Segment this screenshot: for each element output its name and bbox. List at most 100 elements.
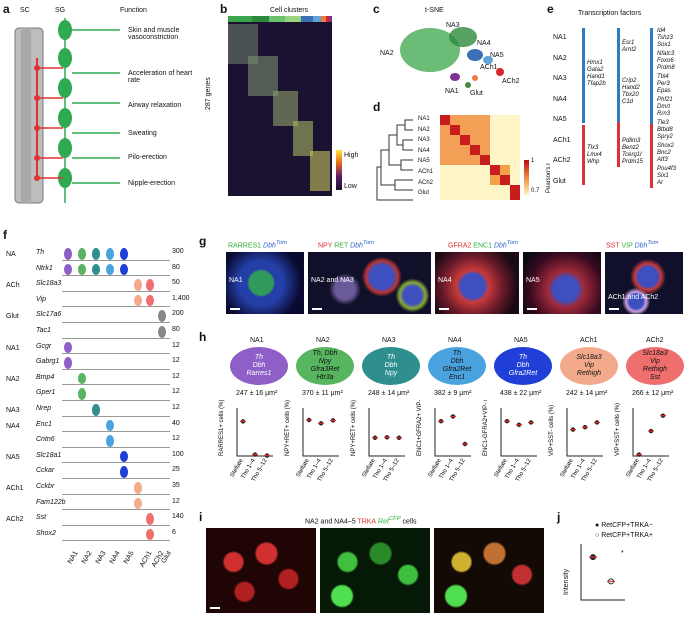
f-gene-label: Ntrk1 <box>36 264 53 272</box>
i-caption-c: Ret <box>376 518 389 526</box>
f-group-label: NA4 <box>6 422 20 430</box>
f-max-value: 1,400 <box>172 294 190 302</box>
tf-row-label: Glut <box>553 177 566 185</box>
f-row-baseline <box>62 275 170 277</box>
tf-row-label: NA2 <box>553 54 567 62</box>
g-h4-a: SST <box>606 242 620 250</box>
f-max-value: 12 <box>172 435 180 443</box>
g-header-3: GFRA2 ENC1 DbhTom <box>448 240 518 249</box>
scale-bar <box>609 308 619 310</box>
f-violin <box>146 294 154 307</box>
i-caption-b: TRKA <box>357 518 377 526</box>
j-star: * <box>621 550 624 557</box>
h-ylabel: ENC1-GFRA2+VIP- cells (%) <box>483 400 489 456</box>
panel-f-letter: f <box>3 228 7 242</box>
tf-bar-blue <box>582 28 585 123</box>
pearson-row-label: ACh1 <box>418 169 434 175</box>
f-gene-label: Nrep <box>36 405 52 412</box>
f-gene-label: Th <box>36 249 45 256</box>
f-gene-label: Gabrg1 <box>36 358 60 366</box>
f-gene-label: Sst <box>36 514 47 522</box>
h-cell-name: ACh1 <box>580 337 598 344</box>
tf-col2a: Esr1 Arnt2 <box>622 40 637 53</box>
tsne-label-na5: NA5 <box>490 52 504 59</box>
panel-d-letter: d <box>373 100 381 114</box>
pearson-heatmap <box>440 115 520 200</box>
scale-bar <box>439 308 449 310</box>
h-cell-genes: Th Dbh Rarres1 <box>246 354 272 377</box>
f-max-value: 12 <box>172 404 180 411</box>
h-cell-name: NA5 <box>514 337 528 344</box>
tsne-label-na4: NA4 <box>477 40 491 47</box>
pearson-row-label: NA4 <box>418 147 430 154</box>
g-h2-a: NPY <box>318 242 333 250</box>
f-row-baseline <box>62 259 170 261</box>
pearson-row-label: NA5 <box>418 158 430 165</box>
f-x-label: NA4 <box>108 550 122 566</box>
j-legend-1: ● RetCFP+TRKA− <box>595 522 653 529</box>
panel-i-letter: i <box>199 510 203 524</box>
f-violin <box>92 263 100 276</box>
f-violin <box>120 466 128 478</box>
f-group-label: NA3 <box>6 407 20 414</box>
g-image-na2-label: NA2 and NA3 <box>311 276 354 284</box>
dendrogram <box>376 119 413 201</box>
f-row-baseline <box>62 446 170 448</box>
g-header-2: NPY RET DbhTom <box>318 240 374 249</box>
panel-a-letter: a <box>3 2 10 16</box>
f-row-baseline <box>62 524 170 526</box>
g-h3-b: ENC1 <box>473 242 492 250</box>
h-cell-area: 247 ± 16 μm² <box>236 390 278 397</box>
h-cell-name: NA3 <box>382 337 396 344</box>
h-cell-area: 248 ± 14 μm² <box>368 390 410 397</box>
j-legend-2: ○ RetCFP+TRKA+ <box>595 532 653 539</box>
h-ylabel: VIP+SST+ cells (%) <box>615 403 621 456</box>
f-row-baseline <box>62 431 170 433</box>
h-cell-name: NA1 <box>250 337 264 344</box>
f-gene-label: Slc18a3 <box>36 280 62 288</box>
tf-col3-group: Tbl4 Per3 Epas <box>657 74 671 94</box>
function-6: Nipple-erection <box>128 180 176 187</box>
h-cell-genes: Slc18a3 Vip Rethigh <box>576 354 602 377</box>
h-cell-genes: Th Dbh Gfra2Ret <box>508 354 538 377</box>
panel-g-letter: g <box>199 234 207 248</box>
h-ylabel: RARRES1+ cells (%) <box>219 400 225 456</box>
f-group-label: ACh2 <box>6 516 24 524</box>
f-violin <box>158 326 166 338</box>
f-row-baseline <box>62 306 170 308</box>
function-3: Airway relaxation <box>128 102 182 109</box>
g-h1-c: Tom <box>275 240 287 246</box>
panel-b-ylabel: 287 genes <box>205 77 212 110</box>
h-cell-name: NA2 <box>316 337 330 344</box>
pearson-row-label: ACh2 <box>418 179 434 186</box>
tsne-label-na1: NA1 <box>445 88 459 95</box>
f-violin <box>134 482 142 494</box>
pearson-scale-min: 0.7 <box>531 188 540 194</box>
i-caption: NA2 and NA4–5 TRKA RetCFP cells <box>305 516 417 525</box>
g-image-na4: NA4 <box>435 252 519 314</box>
g-h2-d: Tom <box>362 240 375 246</box>
h-ylabel: NPY+RET+ cells (%) <box>351 400 357 456</box>
h-ylabel: VIP+SST- cells (%) <box>549 405 555 456</box>
h-axis <box>434 408 471 457</box>
h-cell-area: 266 ± 12 μm² <box>632 390 674 397</box>
panel-h-letter: h <box>199 330 207 344</box>
pearson-row-label: Glut <box>418 190 430 197</box>
h-cell-circle: Slc18a3 Vip Rethigh <box>560 347 618 385</box>
f-violin <box>78 248 86 260</box>
h-axis <box>368 408 405 457</box>
h-cell-area: 382 ± 9 μm² <box>434 390 472 397</box>
f-violin <box>64 341 72 354</box>
panel-b-title: Cell clusters <box>270 7 309 14</box>
f-x-label: NA2 <box>80 550 94 566</box>
f-violin <box>120 450 128 463</box>
h-cell-circle: Th, Dbh Npy Gfra3Ret Htr3a <box>296 347 354 385</box>
f-max-value: 25 <box>172 466 180 474</box>
g-h4-c: Dbh <box>634 242 648 250</box>
function-2: Acceleration of heart rate <box>128 70 193 84</box>
f-group-label: ACh1 <box>6 485 24 492</box>
g-h4-b: VIP <box>621 242 633 250</box>
f-row-baseline <box>62 353 170 355</box>
f-row-baseline <box>62 415 170 417</box>
g-h2-b: RET <box>334 242 349 250</box>
